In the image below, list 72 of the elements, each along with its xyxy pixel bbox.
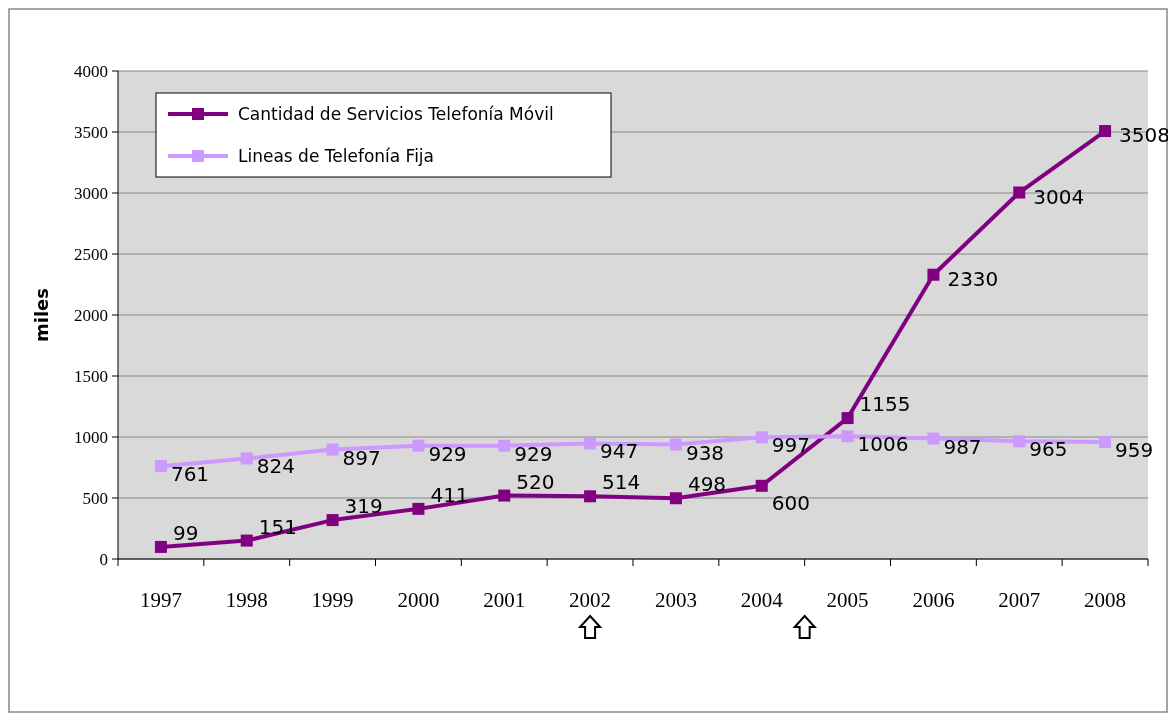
y-tick-label: 2500 (74, 244, 108, 264)
x-tick-label: 2008 (1084, 588, 1127, 612)
point (584, 490, 597, 503)
data-label: 2330 (947, 266, 999, 291)
point (412, 439, 425, 452)
data-label: 1155 (859, 392, 911, 417)
x-tick-label: 2004 (740, 588, 784, 612)
point (326, 514, 339, 527)
point (154, 540, 167, 553)
x-tick-label: 2007 (998, 588, 1041, 612)
data-label: 319 (344, 494, 383, 519)
point (1013, 186, 1026, 199)
data-label: 514 (602, 470, 641, 495)
x-tick-label: 2001 (483, 588, 526, 612)
y-tick-label: 1500 (74, 366, 108, 386)
point (669, 438, 682, 451)
data-label: 965 (1029, 437, 1068, 462)
y-tick-label: 4000 (74, 61, 108, 81)
data-label: 520 (516, 469, 555, 494)
point (240, 534, 253, 547)
x-tick-label: 2000 (397, 588, 440, 612)
point (412, 502, 425, 515)
data-label: 929 (514, 441, 553, 466)
point (669, 492, 682, 505)
y-tick-label: 3000 (74, 183, 108, 203)
y-tick-label: 0 (99, 549, 108, 569)
point (927, 432, 940, 445)
x-tick-label: 2003 (654, 588, 697, 612)
point (755, 431, 768, 444)
x-tick-label: 1997 (139, 588, 182, 612)
point (154, 460, 167, 473)
data-label: 947 (600, 439, 639, 464)
data-label: 987 (943, 434, 982, 459)
y-tick-label: 1000 (74, 427, 108, 447)
point (240, 452, 253, 465)
x-tick-label: 1998 (225, 588, 268, 612)
data-label: 151 (258, 514, 297, 539)
data-label: 959 (1115, 438, 1154, 462)
x-tick-label: 2005 (826, 588, 869, 612)
y-axis-title: miles (31, 287, 52, 343)
data-label: 498 (687, 472, 727, 497)
point (841, 430, 854, 443)
point (498, 439, 511, 452)
data-label: 600 (771, 490, 810, 515)
point (1013, 435, 1026, 448)
point (584, 437, 597, 450)
point (1099, 125, 1112, 138)
x-tick-label: 2006 (912, 588, 955, 612)
data-label: 929 (428, 441, 467, 466)
data-label: 824 (256, 454, 295, 479)
point (326, 443, 339, 456)
data-label: 3508 (1119, 123, 1170, 148)
data-label: 3004 (1033, 184, 1085, 209)
y-tick-label: 500 (82, 488, 108, 508)
data-label: 411 (430, 482, 469, 507)
data-label: 99 (172, 520, 199, 545)
x-tick-label: 2002 (569, 588, 612, 612)
data-label: 761 (170, 462, 210, 487)
y-tick-label: 2000 (74, 305, 108, 325)
data-label: 1006 (857, 432, 909, 457)
point (1099, 436, 1112, 448)
point (927, 268, 940, 281)
legend-label: Cantidad de Servicios Telefonía Móvil (238, 103, 554, 124)
point (755, 479, 768, 492)
point (841, 412, 854, 425)
y-tick-label: 3500 (74, 122, 108, 142)
data-label: 997 (771, 433, 810, 458)
x-tick-label: 1999 (311, 588, 354, 612)
data-label: 897 (342, 445, 381, 470)
legend-label: Lineas de Telefonía Fija (238, 145, 435, 166)
point (498, 489, 511, 502)
data-label: 938 (685, 440, 725, 465)
